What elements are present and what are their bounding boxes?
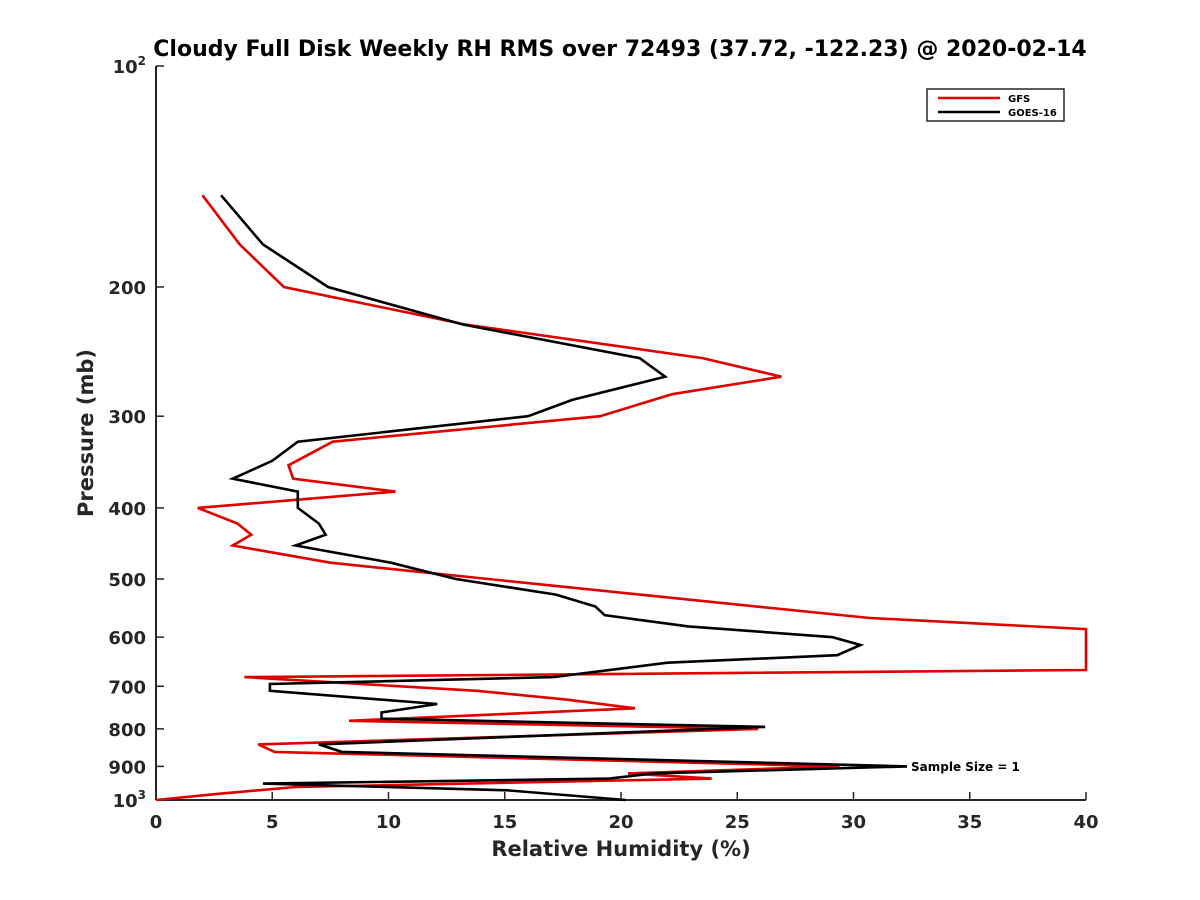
y-tick-label: 400 [108, 499, 146, 520]
sample-size-annotation: Sample Size = 1 [911, 760, 1020, 774]
x-axis-ticks: 0 5 10 15 20 25 30 35 40 [150, 792, 1099, 833]
y-tick-label: 103 [113, 788, 146, 812]
legend-label-goes-16: GOES-16 [1008, 108, 1057, 119]
x-tick-label: 5 [266, 812, 279, 833]
x-tick-label: 20 [608, 812, 633, 833]
legend: GFS GOES-16 [926, 88, 1065, 122]
x-tick-label: 25 [725, 812, 750, 833]
series-line-goes-16 [220, 194, 908, 802]
y-tick-label: 500 [108, 570, 146, 591]
x-tick-label: 40 [1073, 812, 1098, 833]
y-tick-label: 600 [108, 628, 146, 649]
y-tick-label: 700 [108, 677, 146, 698]
chart-title: Cloudy Full Disk Weekly RH RMS over 7249… [153, 37, 1086, 62]
x-tick-label: 15 [492, 812, 517, 833]
y-axis-ticks: 102 200 300 400 500 600 700 800 900 103 [108, 54, 164, 812]
y-tick-label: 300 [108, 407, 146, 428]
y-tick-label: 800 [108, 720, 146, 741]
y-axis-label: Pressure (mb) [74, 349, 98, 517]
x-axis-label: Relative Humidity (%) [491, 837, 750, 861]
series-layer [155, 194, 1088, 802]
x-tick-label: 0 [150, 812, 163, 833]
plot-area [155, 66, 1086, 801]
x-tick-label: 10 [376, 812, 401, 833]
y-tick-label: 102 [113, 54, 146, 78]
series-line-gfs [155, 194, 1088, 802]
legend-label-gfs: GFS [1008, 94, 1030, 105]
y-tick-label: 200 [108, 278, 146, 299]
legend-box [926, 88, 1065, 122]
x-tick-label: 35 [957, 812, 982, 833]
x-tick-label: 30 [841, 812, 866, 833]
y-tick-label: 900 [108, 757, 146, 778]
